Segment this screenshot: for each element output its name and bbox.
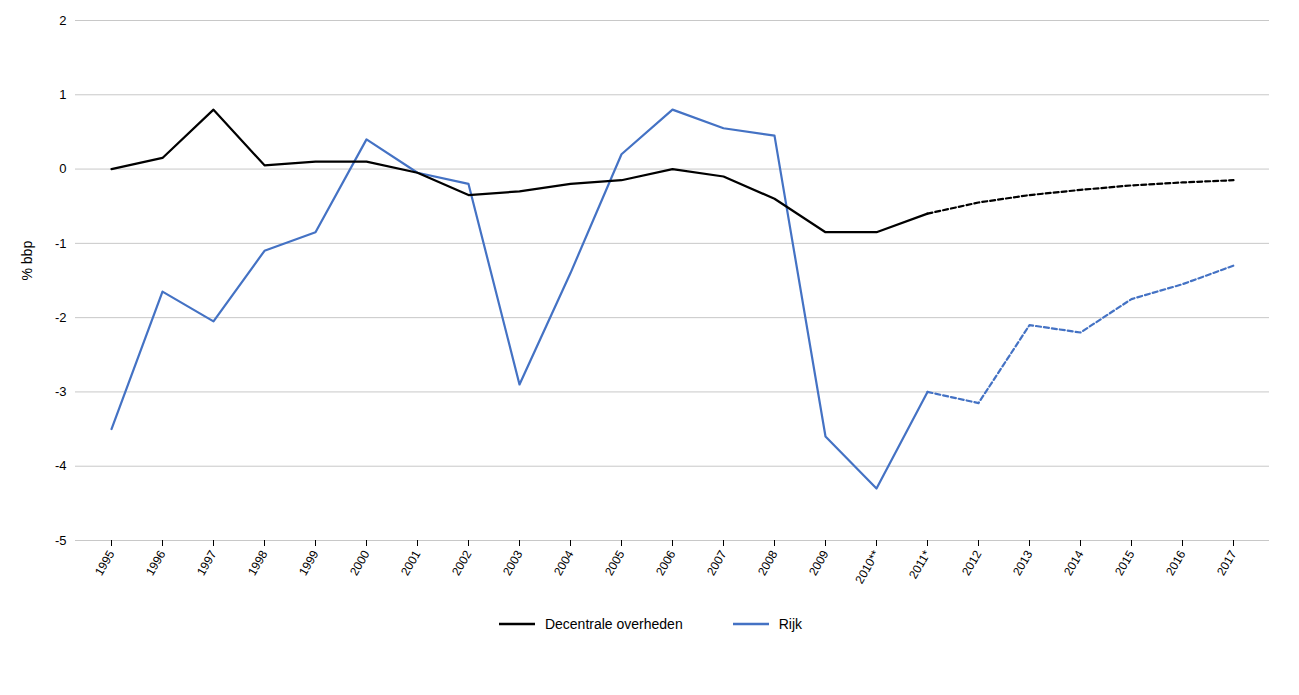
svg-text:% bbp: % bbp [19, 241, 35, 281]
svg-text:2009: 2009 [806, 548, 832, 578]
svg-text:-5: -5 [55, 533, 67, 548]
svg-text:2017: 2017 [1214, 548, 1240, 578]
html-text:Decentrale overheden: Decentrale overheden [544, 616, 683, 632]
svg-text:2012: 2012 [959, 548, 985, 578]
svg-text:1999: 1999 [296, 548, 322, 578]
html-text:Rijk: Rijk [778, 616, 802, 632]
svg-text:2004: 2004 [551, 548, 577, 578]
svg-text:2003: 2003 [500, 548, 526, 578]
svg-text:2015: 2015 [1112, 548, 1138, 578]
svg-text:1996: 1996 [143, 548, 169, 578]
svg-text:2008: 2008 [755, 548, 781, 578]
svg-text:-2: -2 [55, 310, 67, 325]
svg-text:-3: -3 [55, 384, 67, 399]
svg-text:1995: 1995 [92, 548, 118, 578]
svg-text:2013: 2013 [1010, 548, 1036, 578]
svg-text:2: 2 [59, 13, 66, 28]
svg-text:2014: 2014 [1061, 548, 1087, 578]
svg-text:2016: 2016 [1163, 548, 1189, 578]
svg-text:2001: 2001 [398, 548, 424, 578]
svg-text:0: 0 [59, 161, 66, 176]
svg-text:2006: 2006 [653, 548, 679, 578]
svg-text:2005: 2005 [602, 548, 628, 578]
svg-text:2002: 2002 [449, 548, 475, 578]
svg-text:2007: 2007 [704, 548, 730, 578]
svg-text:1998: 1998 [245, 548, 271, 578]
svg-text:-1: -1 [55, 236, 67, 251]
svg-text:2000: 2000 [347, 548, 373, 578]
svg-text:2011*: 2011* [906, 548, 934, 582]
svg-text:-4: -4 [55, 458, 67, 473]
svg-text:1: 1 [59, 87, 66, 102]
svg-text:1997: 1997 [194, 548, 220, 578]
svg-text:2010**: 2010** [852, 548, 882, 586]
